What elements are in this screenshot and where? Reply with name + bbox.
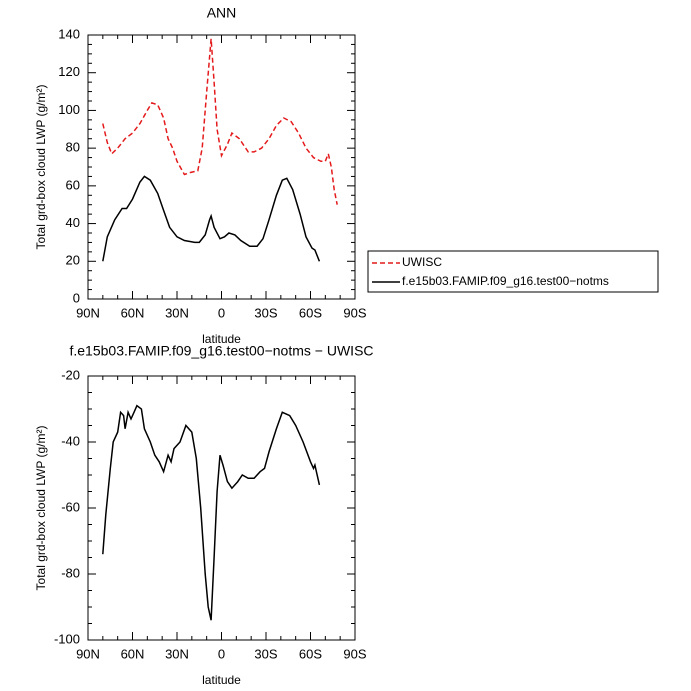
x-axis-label: latitude bbox=[202, 673, 241, 687]
legend-label: UWISC bbox=[402, 255, 442, 269]
y-tick-label: 100 bbox=[58, 102, 80, 117]
y-tick-label: 60 bbox=[66, 177, 80, 192]
data-line bbox=[102, 38, 338, 205]
y-tick-label: -20 bbox=[61, 367, 80, 382]
x-tick-label: 30N bbox=[165, 646, 189, 661]
y-tick-label: -60 bbox=[61, 499, 80, 514]
x-axis-label: latitude bbox=[202, 332, 241, 346]
data-line bbox=[102, 404, 321, 621]
x-tick-label: 30N bbox=[165, 305, 189, 320]
legend-box bbox=[367, 250, 659, 293]
x-tick-label: 60N bbox=[121, 646, 145, 661]
y-tick-label: 120 bbox=[58, 64, 80, 79]
y-tick-label: -80 bbox=[61, 565, 80, 580]
x-tick-label: 30S bbox=[254, 646, 277, 661]
chart-title: ANN bbox=[207, 5, 237, 21]
y-tick-label: -40 bbox=[61, 433, 80, 448]
x-tick-label: 30S bbox=[254, 305, 277, 320]
legend-label: f.e15b03.FAMIP.f09_g16.test00−notms bbox=[402, 274, 609, 288]
y-axis-label: Total grd-box cloud LWP (g/m²) bbox=[34, 426, 48, 591]
y-tick-label: 0 bbox=[73, 290, 80, 305]
y-axis-label: Total grd-box cloud LWP (g/m²) bbox=[34, 85, 48, 250]
x-tick-label: 60S bbox=[299, 305, 322, 320]
x-tick-label: 0 bbox=[218, 305, 225, 320]
x-tick-label: 60N bbox=[121, 305, 145, 320]
y-tick-label: 140 bbox=[58, 26, 80, 41]
x-tick-label: 90N bbox=[76, 646, 100, 661]
x-tick-label: 90N bbox=[76, 305, 100, 320]
x-tick-label: 90S bbox=[343, 646, 366, 661]
chart-title: f.e15b03.FAMIP.f09_g16.test00−notms − UW… bbox=[69, 343, 373, 359]
x-tick-label: 90S bbox=[343, 305, 366, 320]
plot-frame bbox=[87, 34, 356, 300]
plot-frame bbox=[87, 375, 356, 641]
y-tick-label: 20 bbox=[66, 253, 80, 268]
x-tick-label: 0 bbox=[218, 646, 225, 661]
data-line bbox=[102, 175, 321, 262]
y-tick-label: 80 bbox=[66, 140, 80, 155]
y-tick-label: -100 bbox=[54, 631, 80, 646]
x-tick-label: 60S bbox=[299, 646, 322, 661]
y-tick-label: 40 bbox=[66, 215, 80, 230]
